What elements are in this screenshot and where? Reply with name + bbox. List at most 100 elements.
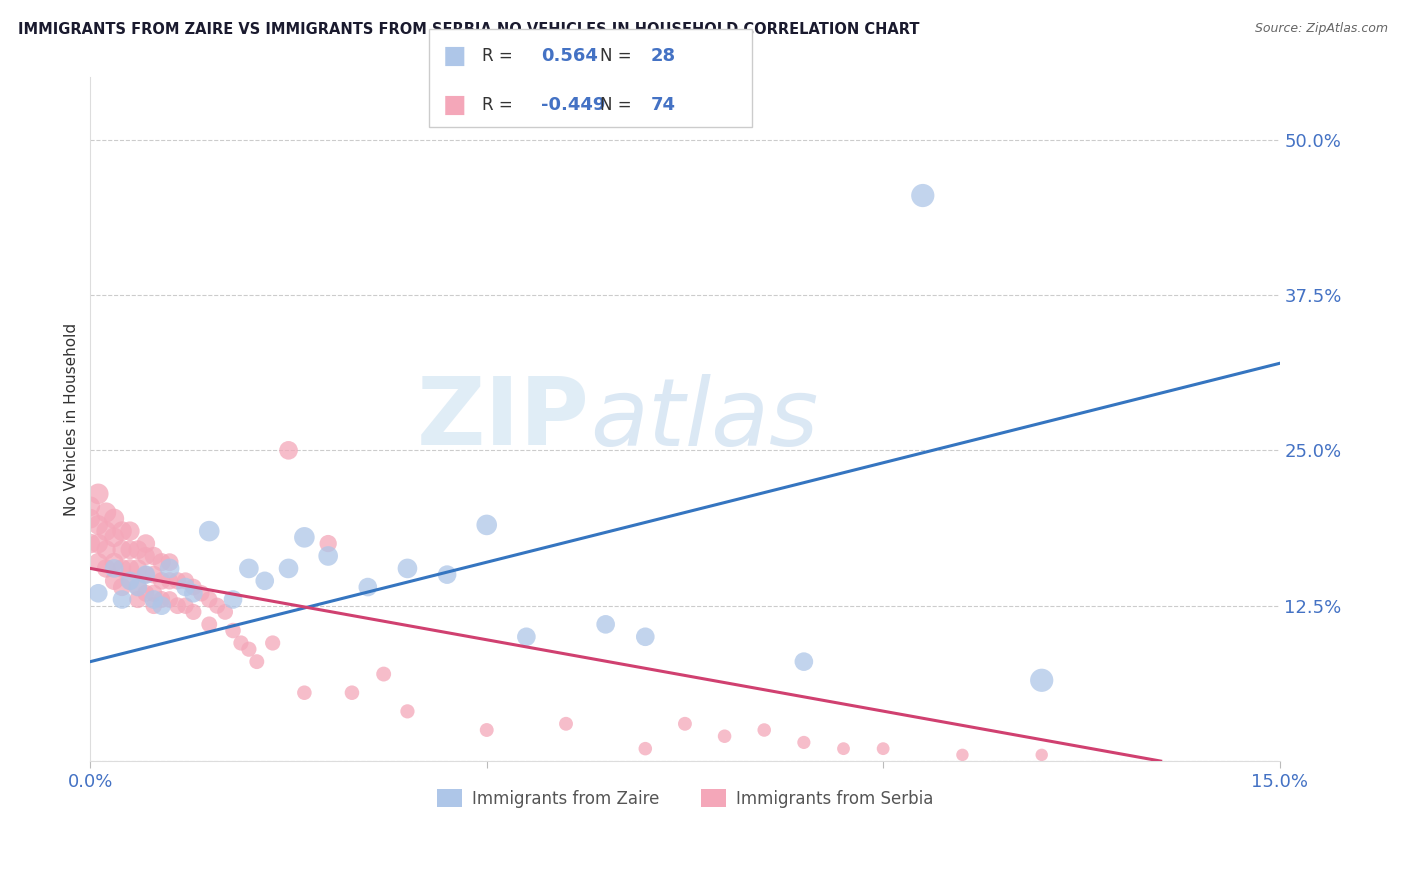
Point [198, 617, 221, 632]
Point [673, 716, 696, 731]
Point [253, 574, 276, 588]
Point [396, 561, 419, 575]
Point [103, 511, 125, 525]
Point [292, 686, 315, 700]
Point [87, 536, 110, 550]
Point [111, 524, 134, 538]
Point [373, 667, 395, 681]
Text: R =: R = [482, 47, 519, 65]
Point [159, 592, 181, 607]
Point [166, 599, 188, 613]
Point [118, 561, 141, 575]
Point [436, 567, 458, 582]
Text: ■: ■ [443, 93, 467, 117]
Point [142, 586, 165, 600]
Point [150, 592, 173, 607]
Point [174, 599, 197, 613]
Point [292, 530, 315, 544]
Point [872, 741, 894, 756]
Point [103, 574, 125, 588]
Point [127, 592, 149, 607]
Point [595, 617, 617, 632]
Point [316, 549, 339, 563]
Point [103, 561, 125, 575]
Text: N =: N = [600, 47, 637, 65]
Point [87, 586, 110, 600]
Point [142, 567, 165, 582]
Point [183, 586, 205, 600]
Point [79, 500, 101, 514]
Point [118, 574, 141, 588]
Text: -0.449: -0.449 [541, 96, 606, 114]
Point [127, 580, 149, 594]
Point [127, 542, 149, 557]
Point [111, 580, 134, 594]
Point [713, 729, 735, 743]
Point [159, 574, 181, 588]
Point [150, 555, 173, 569]
Point [135, 586, 157, 600]
Point [183, 580, 205, 594]
Point [475, 517, 498, 532]
Point [1031, 747, 1053, 762]
Point [911, 188, 934, 202]
Point [183, 605, 205, 619]
Point [634, 741, 657, 756]
Point [127, 580, 149, 594]
Point [515, 630, 537, 644]
Point [127, 561, 149, 575]
Point [634, 630, 657, 644]
Point [79, 511, 101, 525]
Point [96, 542, 118, 557]
Point [316, 536, 339, 550]
Point [103, 555, 125, 569]
Text: 74: 74 [651, 96, 676, 114]
Point [190, 586, 212, 600]
Point [174, 580, 197, 594]
Point [238, 561, 260, 575]
Point [87, 555, 110, 569]
Text: R =: R = [482, 96, 519, 114]
Point [111, 542, 134, 557]
Point [79, 536, 101, 550]
Point [222, 624, 245, 638]
Point [205, 599, 228, 613]
Point [96, 561, 118, 575]
Point [150, 599, 173, 613]
Point [277, 443, 299, 458]
Point [142, 599, 165, 613]
Point [159, 561, 181, 575]
Point [118, 574, 141, 588]
Point [832, 741, 855, 756]
Text: 0.564: 0.564 [541, 47, 598, 65]
Point [174, 574, 197, 588]
Text: Source: ZipAtlas.com: Source: ZipAtlas.com [1254, 22, 1388, 36]
Point [111, 561, 134, 575]
Point [793, 655, 815, 669]
Point [103, 530, 125, 544]
Text: ■: ■ [443, 44, 467, 68]
Point [111, 592, 134, 607]
Point [238, 642, 260, 657]
Point [135, 567, 157, 582]
Point [277, 561, 299, 575]
Text: 28: 28 [651, 47, 676, 65]
Point [142, 549, 165, 563]
Point [87, 517, 110, 532]
Point [166, 574, 188, 588]
Point [246, 655, 269, 669]
Point [118, 542, 141, 557]
Point [135, 536, 157, 550]
Point [135, 567, 157, 582]
Legend: Immigrants from Zaire, Immigrants from Serbia: Immigrants from Zaire, Immigrants from S… [430, 783, 939, 814]
Point [357, 580, 380, 594]
Point [793, 735, 815, 749]
Point [198, 592, 221, 607]
Point [159, 555, 181, 569]
Point [262, 636, 284, 650]
Point [198, 524, 221, 538]
Text: N =: N = [600, 96, 637, 114]
Point [754, 723, 776, 737]
Point [222, 592, 245, 607]
Text: atlas: atlas [589, 374, 818, 465]
